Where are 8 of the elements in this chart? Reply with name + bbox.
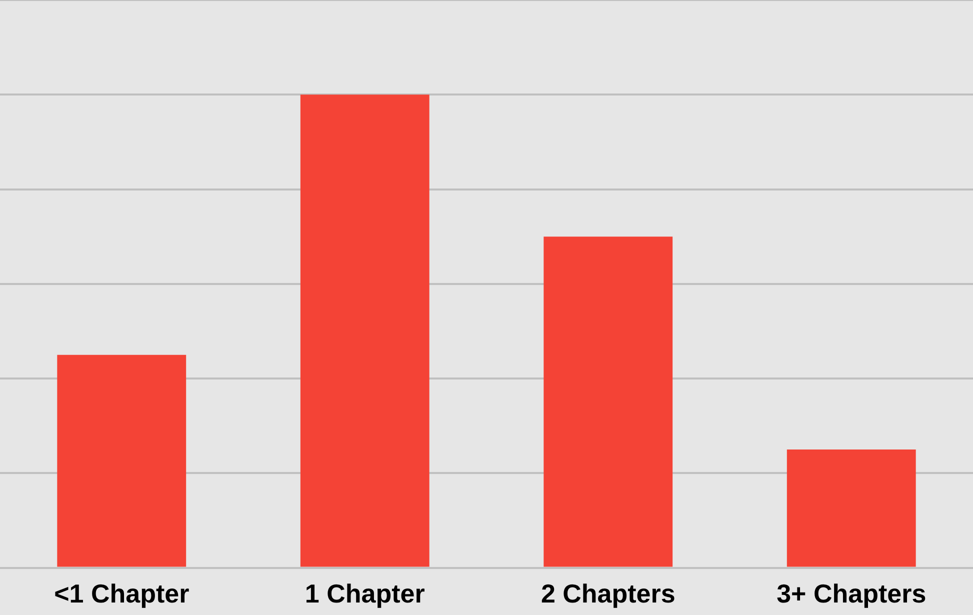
x-tick-label: 1 Chapter	[304, 578, 425, 609]
x-tick-label: 2 Chapters	[540, 578, 676, 609]
bar	[786, 450, 916, 567]
x-tick-label: <1 Chapter	[54, 578, 190, 609]
bar	[544, 236, 673, 567]
x-tick-label: 3+ Chapters	[776, 578, 926, 609]
bar	[300, 94, 430, 567]
bar	[57, 354, 186, 567]
